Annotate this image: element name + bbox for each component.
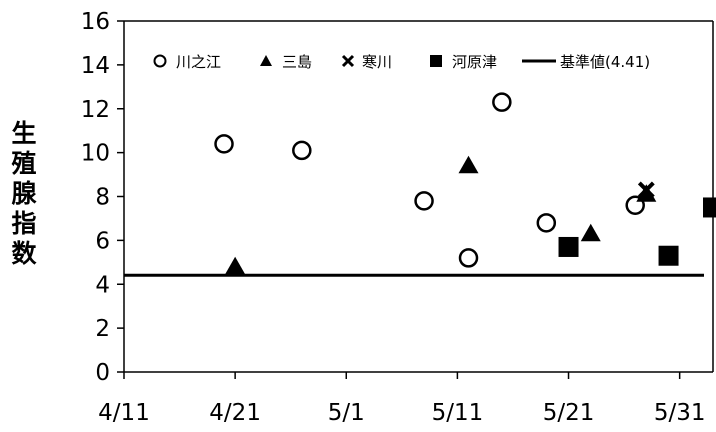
data-point-三島 [580,223,601,242]
data-point-川之江 [414,191,434,211]
data-point-川之江 [492,92,512,112]
data-point-川之江 [536,213,557,233]
y-axis-label-char: 数 [11,239,37,268]
y-tick-label: 12 [81,97,110,123]
y-tick-label: 0 [95,360,110,386]
y-axis-label-char: 指 [11,209,36,238]
y-axis-label-char: 生 [11,119,36,148]
legend-marker-square [430,55,442,67]
y-tick-label: 8 [95,185,110,211]
data-point-川之江 [214,134,234,154]
y-tick-label: 14 [81,53,110,79]
data-point-三島 [458,155,479,174]
data-point-三島 [636,184,657,202]
axes [117,20,714,379]
legend-label: 河原津 [452,53,497,71]
x-tick-label: 5/1 [328,400,365,426]
x-tick-label: 5/11 [432,400,484,426]
legend: 川之江 三島 寒川 河原津 基準値(4.41) [153,53,650,71]
x-tick-label: 5/21 [543,400,595,426]
data-point-寒川 [637,181,655,199]
data-point-川之江 [292,140,312,161]
y-axis-label-char: 腺 [11,179,37,208]
data-point-河原津 [658,245,679,266]
x-tick-label: 5/31 [654,400,706,426]
data-points [214,92,716,275]
data-point-三島 [225,256,246,275]
x-tick-labels: 4/11 4/21 5/1 5/11 5/21 5/31 [98,400,705,426]
x-tick-label: 4/21 [209,400,261,426]
legend-marker-circle [153,54,167,68]
y-tick-labels: 0 2 4 6 8 10 12 14 16 [81,9,110,386]
y-tick-label: 4 [95,272,110,298]
legend-label: 基準値(4.41) [560,53,650,71]
legend-label: 川之江 [176,53,221,71]
y-tick-label: 10 [81,141,110,167]
y-tick-label: 2 [95,316,110,342]
legend-marker-triangle [260,55,272,66]
y-axis-label-char: 殖 [11,149,36,178]
legend-label: 三島 [282,53,312,71]
y-tick-label: 6 [95,228,110,254]
data-point-河原津 [703,197,716,218]
data-point-川之江 [458,248,479,268]
y-tick-label: 16 [81,9,110,35]
data-point-河原津 [558,236,579,257]
legend-marker-x [341,54,355,68]
x-tick-label: 4/11 [98,400,150,426]
legend-label: 寒川 [362,53,392,71]
